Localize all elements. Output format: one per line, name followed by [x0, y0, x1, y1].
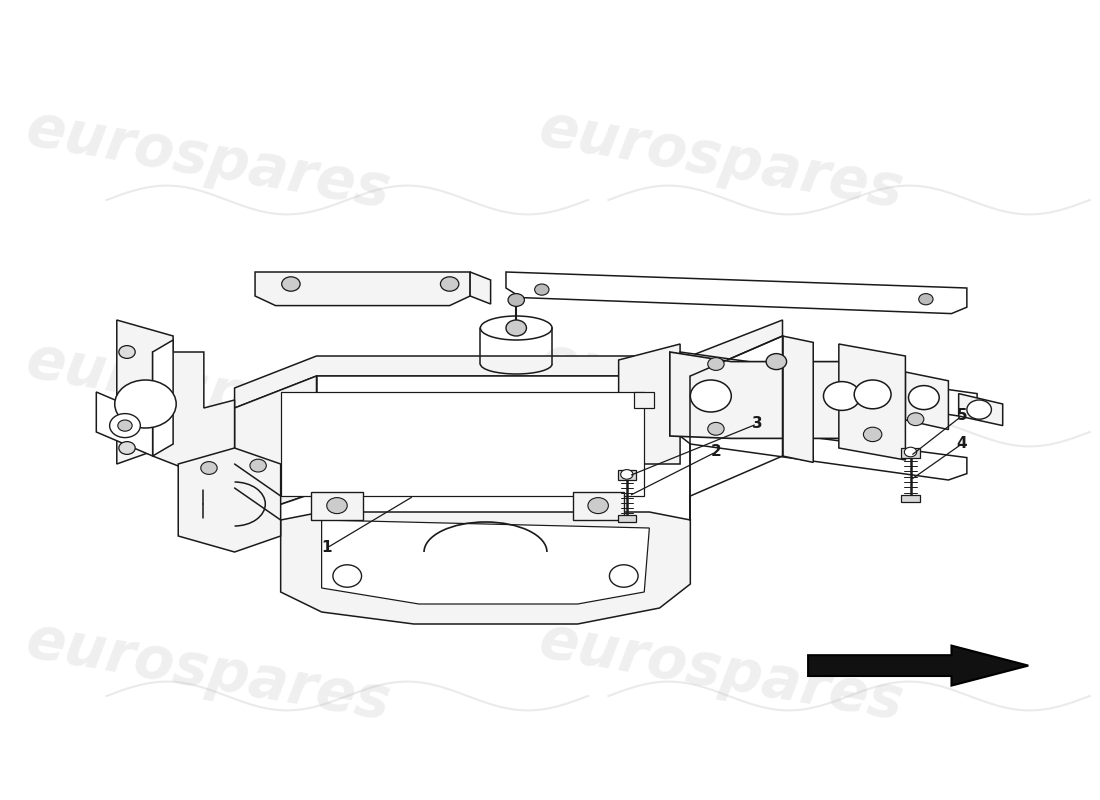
Circle shape — [620, 470, 632, 479]
Circle shape — [864, 427, 882, 442]
Polygon shape — [506, 272, 967, 314]
Text: 1: 1 — [321, 541, 332, 555]
Polygon shape — [280, 512, 691, 624]
Circle shape — [904, 447, 916, 457]
Polygon shape — [959, 394, 1003, 426]
Circle shape — [918, 294, 933, 305]
Circle shape — [908, 413, 924, 426]
Polygon shape — [905, 372, 948, 430]
Polygon shape — [618, 344, 680, 464]
Polygon shape — [617, 470, 636, 480]
Circle shape — [119, 442, 135, 454]
Circle shape — [967, 400, 991, 419]
Circle shape — [855, 380, 891, 409]
Polygon shape — [280, 392, 645, 496]
Text: eurospares: eurospares — [22, 100, 396, 220]
Polygon shape — [680, 420, 967, 480]
Circle shape — [535, 284, 549, 295]
Circle shape — [282, 277, 300, 291]
Circle shape — [333, 565, 362, 587]
Polygon shape — [255, 272, 470, 306]
Circle shape — [508, 294, 525, 306]
Polygon shape — [782, 336, 813, 462]
Polygon shape — [808, 646, 1028, 686]
Circle shape — [587, 498, 608, 514]
Polygon shape — [234, 320, 782, 408]
Text: eurospares: eurospares — [22, 612, 396, 732]
Circle shape — [201, 462, 217, 474]
Polygon shape — [97, 392, 153, 456]
Text: 4: 4 — [956, 437, 967, 451]
Text: eurospares: eurospares — [535, 100, 908, 220]
Polygon shape — [680, 352, 977, 416]
Text: eurospares: eurospares — [22, 332, 396, 452]
Circle shape — [440, 277, 459, 291]
Circle shape — [506, 320, 527, 336]
Text: 2: 2 — [711, 445, 722, 459]
Polygon shape — [153, 352, 234, 488]
Circle shape — [609, 565, 638, 587]
Polygon shape — [634, 392, 654, 408]
Circle shape — [110, 414, 141, 438]
Polygon shape — [178, 448, 280, 552]
Polygon shape — [901, 448, 920, 458]
Circle shape — [766, 354, 786, 370]
Polygon shape — [153, 340, 173, 456]
Text: eurospares: eurospares — [535, 612, 908, 732]
Polygon shape — [117, 320, 173, 464]
Text: 5: 5 — [956, 409, 967, 423]
Polygon shape — [839, 344, 905, 460]
Text: eurospares: eurospares — [535, 332, 908, 452]
Polygon shape — [470, 272, 491, 304]
Circle shape — [824, 382, 860, 410]
Circle shape — [118, 420, 132, 431]
Circle shape — [327, 498, 348, 514]
Polygon shape — [617, 515, 636, 522]
Circle shape — [909, 386, 939, 410]
Polygon shape — [321, 520, 649, 604]
Polygon shape — [901, 495, 920, 502]
Polygon shape — [732, 368, 793, 424]
Circle shape — [114, 380, 176, 428]
Circle shape — [707, 422, 724, 435]
Polygon shape — [572, 492, 624, 520]
Polygon shape — [234, 376, 691, 520]
Polygon shape — [670, 352, 874, 438]
Polygon shape — [234, 376, 317, 520]
Circle shape — [119, 346, 135, 358]
Text: 3: 3 — [751, 417, 762, 431]
Circle shape — [250, 459, 266, 472]
Circle shape — [707, 358, 724, 370]
Circle shape — [691, 380, 732, 412]
Polygon shape — [311, 492, 363, 520]
